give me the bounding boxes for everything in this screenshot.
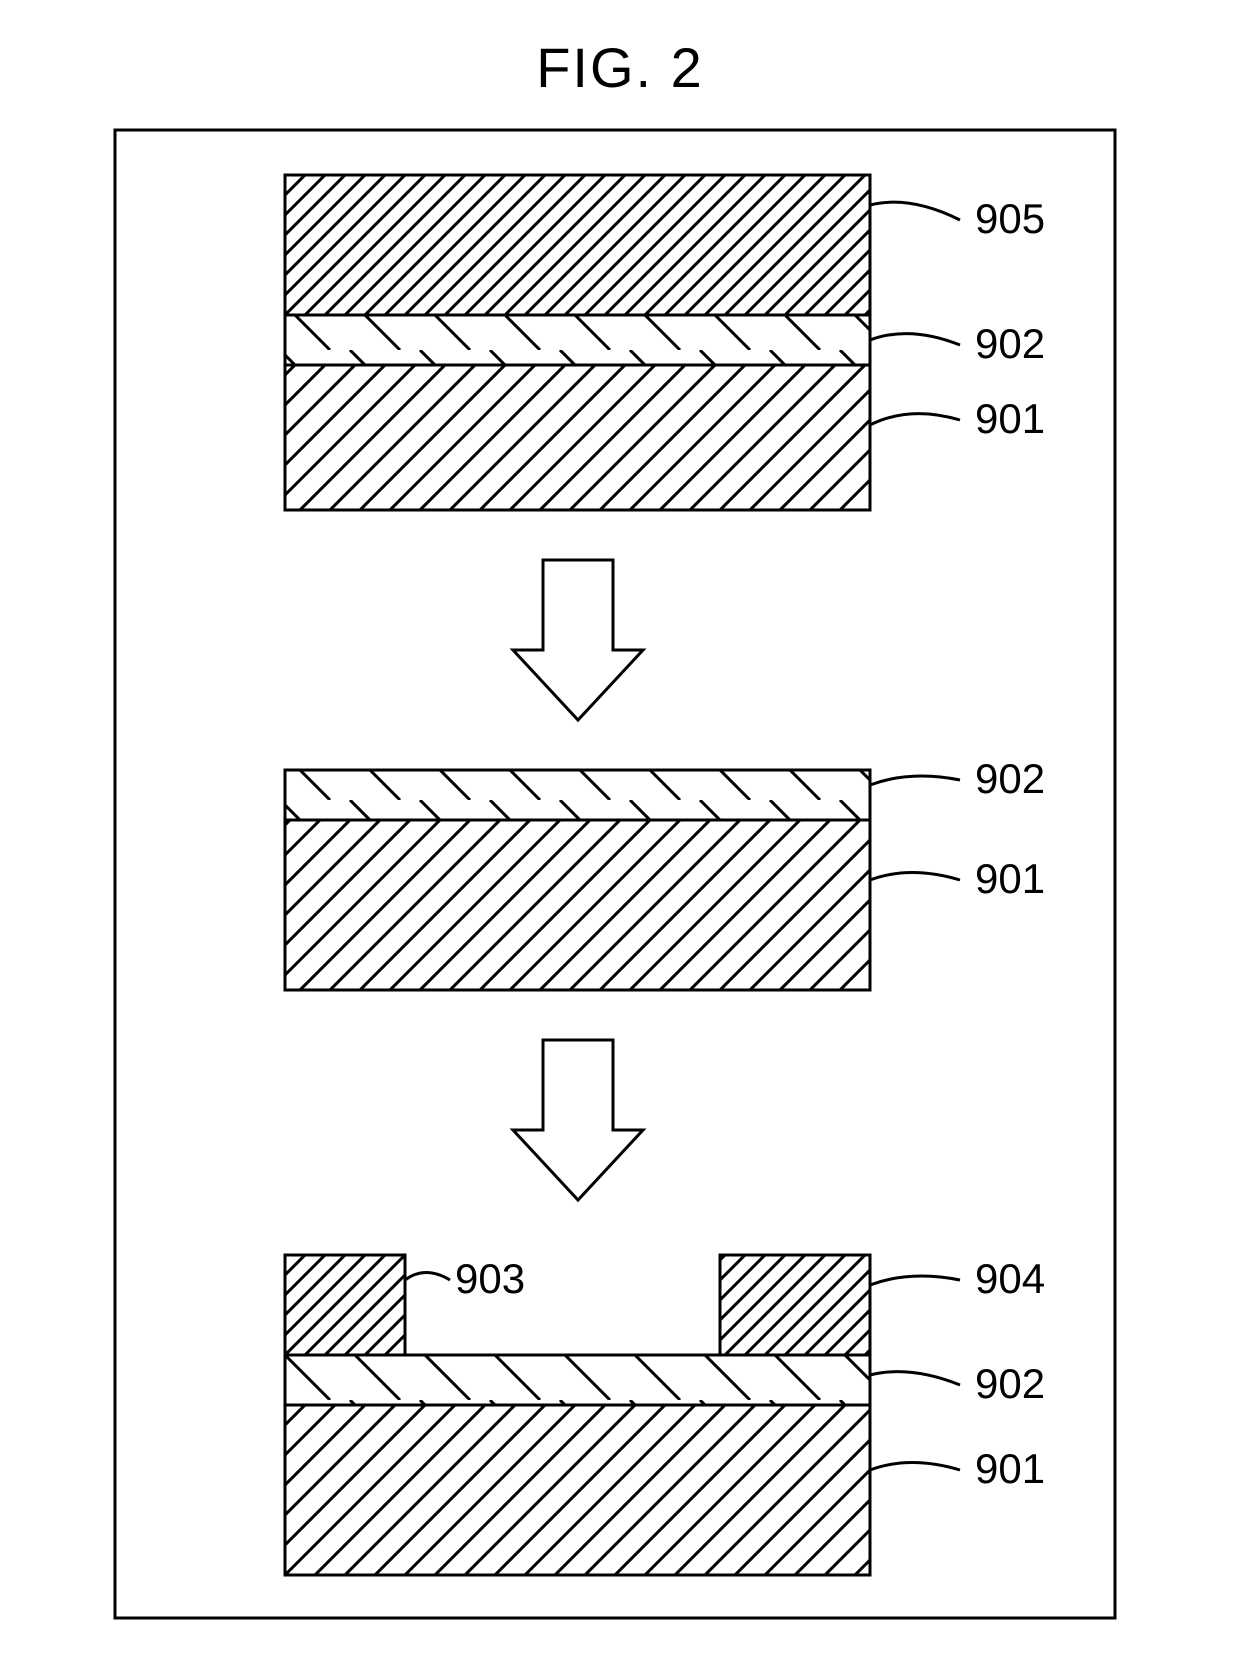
figure-svg: [0, 0, 1240, 1680]
layer-902: [285, 770, 870, 820]
leader-903: [405, 1273, 450, 1281]
layer-901: [285, 1405, 870, 1575]
step2: [285, 770, 960, 990]
figure-page: FIG. 2 905 902 901 902 901 903 904 902 9…: [0, 0, 1240, 1680]
leader-902-s3: [870, 1372, 960, 1385]
step1: [285, 175, 960, 510]
step3: [285, 1255, 960, 1575]
electrode-904: [720, 1255, 870, 1355]
leader-901-s3: [870, 1463, 960, 1471]
electrode-903: [285, 1255, 405, 1355]
leader-902-s2: [870, 776, 960, 785]
arrow-1: [513, 560, 643, 720]
leader-902-s1: [870, 334, 960, 345]
leader-904: [870, 1276, 960, 1285]
layer-902: [285, 315, 870, 365]
arrow-2: [513, 1040, 643, 1200]
layer-901: [285, 820, 870, 990]
leader-901-s2: [870, 873, 960, 881]
layer-901: [285, 365, 870, 510]
layer-905: [285, 175, 870, 315]
layer-902: [285, 1355, 870, 1405]
leader-905: [870, 202, 960, 220]
leader-901-s1: [870, 414, 960, 425]
